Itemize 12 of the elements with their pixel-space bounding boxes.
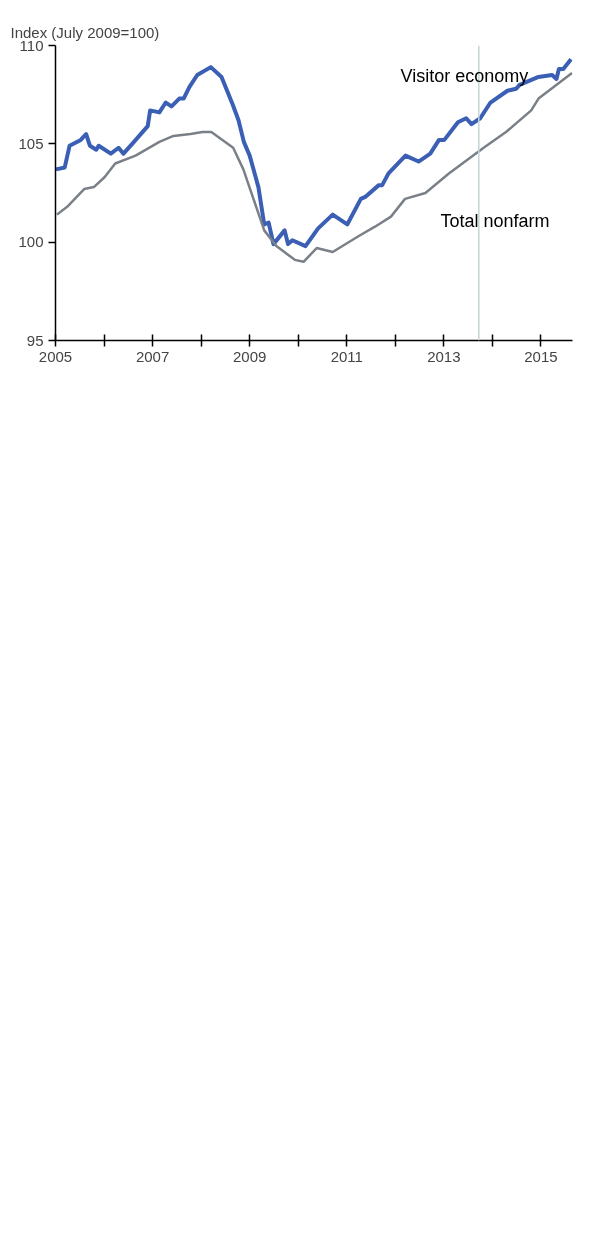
x-tick-label: 2015 (524, 347, 558, 365)
x-tick-label: 2009 (232, 347, 267, 365)
x-tick-label: 2011 (330, 347, 363, 365)
series-label: Visitor economy (400, 65, 529, 86)
x-tick-label: 2007 (135, 347, 170, 365)
y-tick-label: 105 (18, 134, 44, 152)
y-tick-label: 95 (26, 331, 44, 349)
y-tick-label: 100 (18, 233, 44, 251)
x-tick-label: 2013 (427, 347, 461, 365)
y-axis-title: Index (July 2009=100) (10, 23, 160, 41)
series-label: Total nonfarm (440, 210, 550, 231)
x-tick-label: 2005 (38, 347, 73, 365)
